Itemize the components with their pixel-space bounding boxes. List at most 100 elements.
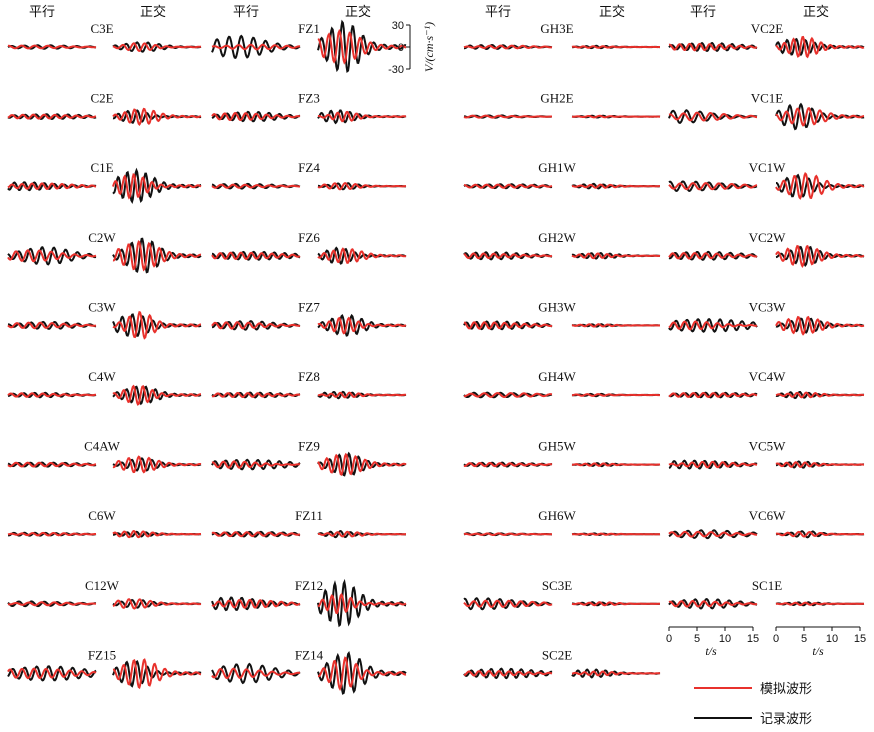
simulated-parallel-trace [211,43,301,51]
simulated-normal-trace [571,183,660,189]
station-row: FZ14 [211,647,407,695]
simulated-normal-trace [775,107,865,127]
simulated-parallel-trace [211,183,300,189]
station-label: C2E [90,91,113,106]
simulated-parallel-trace [668,320,758,331]
station-row: FZ15 [7,647,202,690]
station-label: GH3W [538,299,576,314]
simulated-normal-trace [572,532,660,536]
simulated-parallel-trace [463,252,553,260]
station-label: FZ6 [298,230,320,245]
simulated-parallel-trace [211,598,301,609]
simulated-normal-trace [112,107,202,126]
simulated-parallel-trace [463,321,553,330]
recorded-parallel-trace [211,319,301,331]
station-row: FZ6 [211,230,407,265]
station-row: GH1W [463,160,660,190]
velocity-tick-label: 0 [398,42,404,54]
time-tick-label: 10 [826,633,838,645]
station-row: VC2E [668,21,865,59]
station-label: SC1E [752,578,782,593]
station-row: SC3E [463,578,660,611]
station-label: GH6W [538,508,576,523]
simulated-parallel-trace [668,111,757,122]
recorded-normal-trace [317,578,407,628]
station-label: SC2E [542,647,572,662]
simulated-parallel-trace [463,392,553,399]
station-row: FZ8 [211,369,407,400]
station-label: FZ7 [298,299,320,314]
simulated-parallel-trace [211,667,301,679]
station-row: GH6W [463,508,661,537]
simulated-normal-trace [112,658,202,690]
velocity-tick-label: -30 [388,64,404,76]
simulated-normal-trace [317,110,407,123]
simulated-normal-trace [775,461,865,468]
time-axis-label: t/s [705,644,717,658]
station-label: C12W [85,578,120,593]
simulated-normal-trace [571,462,660,467]
recorded-parallel-trace [463,597,553,611]
station-row: C1E [7,160,202,205]
simulated-parallel-trace [464,532,552,536]
station-label: FZ11 [295,508,323,523]
simulated-normal-trace [112,240,202,272]
parallel-header: 平行 [233,5,259,20]
station-row: C3E [7,21,202,53]
simulated-normal-trace [317,452,407,476]
station-label: C3W [88,299,116,314]
station-label: VC1W [749,160,787,175]
station-row: VC5W [668,439,865,470]
simulated-parallel-trace [7,321,97,330]
legend-label: 记录波形 [760,712,812,727]
simulated-normal-trace [775,244,865,269]
simulated-normal-trace [112,42,202,52]
recorded-parallel-trace [668,459,758,470]
waveform-panels: C3E C2E C1E C2W C3W C4W C4AW C6W C12W FZ15 FZ1 FZ3 F… [7,19,865,695]
time-tick-label: 10 [719,633,731,645]
station-row: VC4W [668,369,865,400]
station-row: C6W [7,508,202,539]
recorded-parallel-trace [668,41,758,52]
station-label: GH1W [538,160,576,175]
simulated-parallel-trace [211,391,301,399]
simulated-parallel-trace [668,460,758,469]
station-row: SC1E [668,578,865,610]
normal-header: 正交 [345,4,371,20]
simulated-parallel-trace [7,531,96,537]
simulated-normal-trace [112,530,201,539]
station-label: C2W [88,230,116,245]
normal-header: 正交 [803,4,829,20]
simulated-normal-trace [112,455,202,474]
station-row: FZ7 [211,299,407,337]
recorded-parallel-trace [668,391,758,399]
recorded-parallel-trace [463,251,553,261]
simulated-parallel-trace [668,391,758,399]
simulated-normal-trace [317,530,406,538]
simulated-parallel-trace [211,251,301,260]
recorded-parallel-trace [211,391,301,399]
recorded-parallel-trace [668,529,758,540]
velocity-tick-label: 30 [392,20,404,32]
simulated-normal-trace [317,28,407,65]
parallel-header: 平行 [690,5,716,20]
station-row: C2E [7,91,202,126]
simulated-parallel-trace [7,601,97,607]
simulated-parallel-trace [668,182,758,191]
station-label: VC1E [751,91,784,106]
simulated-normal-trace [317,247,407,264]
simulated-parallel-trace [463,461,553,468]
normal-header: 正交 [599,4,625,20]
station-label: GH2W [538,230,576,245]
station-row: VC2W [668,230,865,269]
station-label: FZ8 [298,369,320,384]
simulated-normal-trace [112,598,202,610]
station-row: GH3W [463,299,660,331]
recorded-parallel-trace [668,180,758,192]
time-tick-label: 0 [666,633,672,645]
simulated-parallel-trace [211,321,301,330]
simulated-normal-trace [317,592,407,615]
station-row: FZ3 [211,91,407,125]
